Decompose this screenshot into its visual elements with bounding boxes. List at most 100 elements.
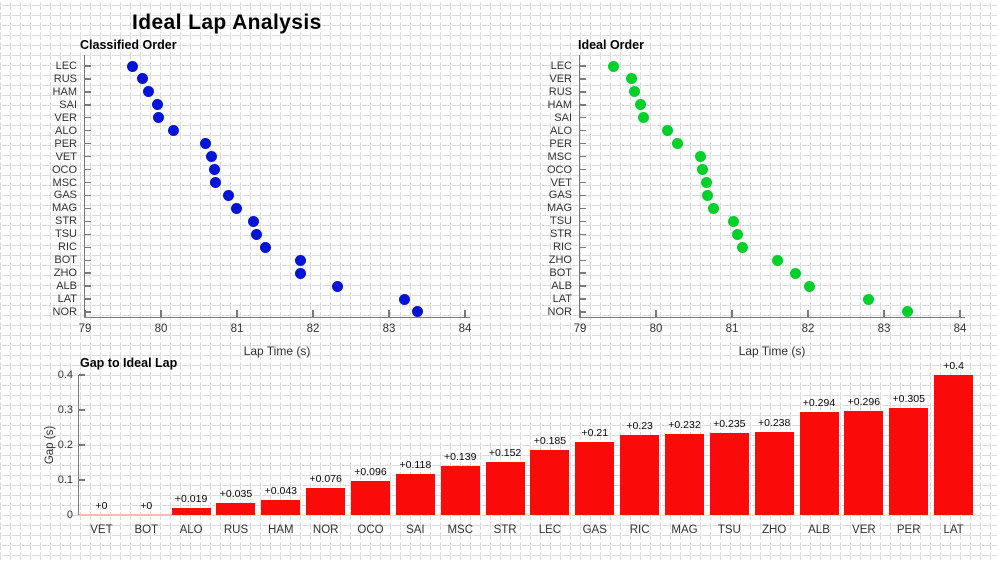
y-tick-label: NOR [547, 305, 572, 318]
y-tick-label: NOR [52, 305, 77, 318]
ideal-data-point [628, 86, 640, 98]
bar-value-label: +0.185 [533, 435, 567, 448]
driver-label: ALB [808, 524, 830, 536]
y-tick-mark [85, 207, 91, 210]
y-tick-mark [580, 91, 586, 93]
driver-label: SAI [406, 524, 425, 536]
ideal-plot-title: Ideal Order [578, 38, 644, 52]
bar-value-label: +0.019 [174, 493, 208, 506]
driver-label: LAT [943, 524, 964, 536]
driver-label: HAM [268, 524, 294, 536]
y-tick-label: OCO [51, 163, 77, 176]
driver-label: PER [896, 524, 921, 536]
classified-data-point [248, 215, 260, 227]
y-tick-mark [85, 155, 91, 158]
ideal-data-point [701, 177, 713, 189]
classified-xaxis-label: Lap Time (s) [243, 344, 311, 358]
gap-bar [306, 488, 346, 515]
bar-value-label: +0.232 [668, 418, 701, 431]
y-tick-mark [580, 207, 586, 210]
y-tick-mark [85, 246, 91, 248]
classified-data-point [143, 86, 155, 98]
y-tick-label: RUS [548, 85, 572, 98]
y-tick-mark [580, 220, 586, 223]
gap-bar [351, 481, 391, 515]
y-tick-mark [580, 168, 586, 171]
x-tick-label: 84 [458, 323, 472, 335]
ideal-data-point [672, 138, 684, 150]
y-tick-label: MSC [52, 176, 77, 189]
driver-label: RIC [629, 524, 650, 536]
classified-data-point [223, 189, 235, 201]
y-tick-mark [85, 117, 91, 119]
ideal-data-point [772, 254, 784, 266]
y-tick-label: ALB [56, 280, 77, 293]
gap-bar [709, 432, 749, 515]
classified-data-point [200, 138, 212, 150]
bar-value-label: +0.035 [219, 487, 253, 500]
y-tick-mark [85, 194, 91, 197]
x-tick-mark [579, 310, 581, 317]
y-tick-label: BOT [54, 254, 77, 267]
y-tick-label: ZHO [53, 267, 77, 280]
y-tick-label: VER [54, 111, 77, 124]
y-tick-mark [580, 117, 586, 119]
bar-value-label: +0.139 [444, 451, 477, 464]
driver-label: ZHO [762, 524, 787, 536]
y-tick-label: LEC [550, 60, 572, 72]
bar-value-label: +0.23 [626, 419, 653, 432]
classified-data-point [251, 228, 263, 240]
x-tick-mark [236, 310, 238, 317]
x-tick-mark [84, 310, 86, 317]
x-tick-label: 84 [953, 323, 967, 335]
y-tick-mark [580, 233, 586, 235]
y-tick-mark [580, 259, 586, 261]
y-tick-mark [580, 272, 586, 274]
classified-data-point [168, 125, 180, 137]
y-tick-label: HAM [547, 98, 572, 111]
ideal-data-point [625, 73, 637, 85]
ideal-data-point [635, 99, 647, 111]
y-tick-label: STR [550, 228, 572, 241]
driver-label: ALO [179, 524, 203, 536]
classified-data-point [331, 280, 343, 292]
gap-bar [530, 450, 570, 515]
classified-plot-title: Classified Order [80, 38, 177, 52]
gap-bar [799, 412, 839, 515]
classified-data-point [127, 60, 139, 72]
y-tick-mark [580, 130, 586, 132]
y-tick-mark [79, 444, 85, 446]
gap-bar [664, 433, 704, 515]
y-tick-label: VET [550, 176, 572, 189]
bar-value-label: +0.4 [943, 360, 964, 372]
ideal-data-point [694, 151, 706, 163]
y-tick-mark [85, 142, 91, 145]
driver-label: MAG [671, 524, 698, 536]
y-tick-label: OCO [546, 163, 572, 176]
gap-bar-chart: 0 0.1 0.2 0.3 0.4 +0 VET +0 BOT +0.019 ALO +0.035 RU… [58, 360, 975, 536]
driver-label: LEC [538, 524, 562, 536]
driver-label: BOT [134, 524, 159, 536]
gap-bar [889, 408, 929, 515]
ideal-data-point [708, 202, 720, 214]
bar-value-label: +0 [140, 500, 153, 512]
y-tick-mark [580, 298, 586, 300]
gap-bar [575, 441, 615, 515]
x-tick-mark [312, 310, 314, 317]
ideal-data-point [728, 215, 740, 227]
y-tick-mark [580, 311, 586, 313]
gap-bar [620, 434, 660, 515]
y-tick-label: MSC [547, 150, 572, 163]
zero-gap-line [79, 514, 172, 516]
classified-scatter-plot: LEC RUS HAM SAI VER ALO PER VET OCO MSC GAS MAG STR T… [52, 55, 471, 335]
bar-value-label: +0.043 [264, 484, 298, 497]
x-tick-label: 79 [78, 323, 92, 335]
bar-value-label: +0.296 [847, 396, 881, 409]
x-tick-mark [959, 310, 961, 317]
y-tick-mark [580, 142, 586, 145]
y-tick-mark [85, 168, 91, 171]
ideal-data-point [901, 306, 913, 318]
driver-label: RUS [223, 524, 249, 536]
bar-value-label: +0 [95, 500, 108, 512]
gap-bar [440, 466, 480, 515]
